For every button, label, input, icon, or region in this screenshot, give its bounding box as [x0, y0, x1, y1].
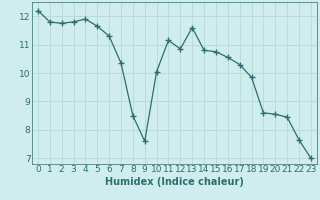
X-axis label: Humidex (Indice chaleur): Humidex (Indice chaleur) [105, 177, 244, 187]
